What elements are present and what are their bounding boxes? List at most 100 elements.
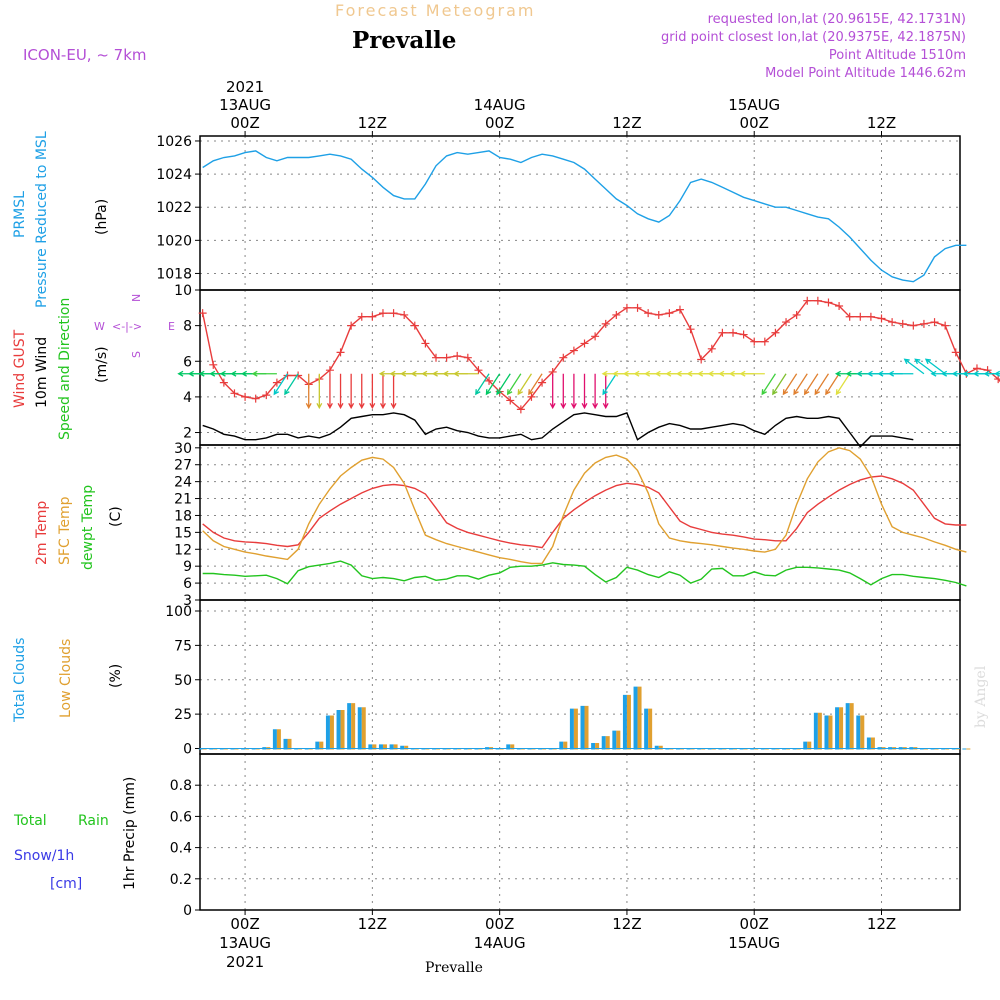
gust-marker bbox=[378, 309, 387, 318]
p2-label-a: Wind GUST bbox=[12, 329, 28, 408]
compass-e: E bbox=[168, 320, 175, 333]
bar-total-clouds bbox=[283, 738, 288, 750]
bar-low-clouds bbox=[616, 730, 621, 750]
wind-arrow bbox=[496, 373, 511, 396]
requested-coords: requested lon,lat (20.9615E, 42.1731N) bbox=[708, 12, 966, 27]
bar-total-clouds bbox=[591, 743, 596, 750]
gust-marker bbox=[675, 305, 684, 314]
gust-marker bbox=[697, 355, 706, 364]
wind-arrow bbox=[485, 373, 501, 396]
series-line-2m-temp bbox=[202, 475, 967, 549]
gust-marker bbox=[569, 346, 578, 355]
bar-total-clouds bbox=[612, 730, 617, 750]
bar-total-clouds bbox=[845, 703, 850, 750]
bar-total-clouds bbox=[389, 744, 394, 750]
bar-low-clouds bbox=[573, 708, 578, 750]
gust-marker bbox=[272, 378, 281, 387]
p1-label-b: Pressure Reduced to MSL bbox=[34, 131, 50, 308]
y-tick-label: 75 bbox=[174, 638, 192, 654]
y-tick-label: 25 bbox=[174, 707, 192, 723]
top-axis-hour: 00Z bbox=[740, 114, 769, 132]
gust-marker bbox=[474, 366, 483, 375]
bar-low-clouds bbox=[287, 738, 292, 750]
top-axis-hour: 12Z bbox=[358, 114, 387, 132]
bottom-axis-hour: 00Z bbox=[740, 915, 769, 933]
gust-marker bbox=[813, 296, 822, 305]
gust-marker bbox=[538, 378, 547, 387]
compass-s: S bbox=[130, 351, 143, 358]
gust-marker bbox=[463, 353, 472, 362]
gust-marker bbox=[527, 392, 536, 401]
bar-low-clouds bbox=[817, 712, 822, 750]
p2-label-b: 10m Wind bbox=[34, 337, 50, 408]
gust-marker bbox=[198, 309, 207, 318]
bar-low-clouds bbox=[870, 737, 875, 750]
gust-marker bbox=[972, 364, 981, 373]
top-axis-hour: 12Z bbox=[612, 114, 641, 132]
bar-total-clouds bbox=[378, 744, 383, 750]
point-altitude: Point Altitude 1510m bbox=[829, 48, 966, 63]
series-line-dewpt-temp bbox=[202, 560, 967, 587]
p5-label-rain: Rain bbox=[78, 813, 109, 829]
bar-total-clouds bbox=[368, 744, 373, 750]
panel4-labels: Total Clouds Low Clouds (%) bbox=[12, 638, 124, 723]
p3-label-c: dewpt Temp bbox=[80, 485, 96, 570]
bar-total-clouds bbox=[400, 745, 405, 750]
p5-label-snow: Snow/1h bbox=[14, 848, 74, 864]
wind-arrow bbox=[924, 358, 946, 375]
bar-low-clouds bbox=[340, 710, 345, 750]
wind-arrow bbox=[803, 373, 819, 396]
y-tick-label: 10 bbox=[174, 283, 192, 299]
bar-low-clouds bbox=[351, 703, 356, 750]
gust-marker bbox=[209, 360, 218, 369]
bar-total-clouds bbox=[336, 710, 341, 750]
compass-w: W bbox=[94, 320, 105, 333]
y-tick-label: 50 bbox=[174, 673, 192, 689]
gust-marker bbox=[410, 321, 419, 330]
gust-marker bbox=[994, 375, 1000, 384]
p3-label-a: 2m Temp bbox=[34, 501, 50, 565]
station-title: Prevalle bbox=[352, 27, 456, 54]
y-tick-label: 0.6 bbox=[170, 809, 192, 825]
p5-label-total: Total bbox=[13, 813, 47, 829]
top-axis-hour: 00Z bbox=[485, 114, 514, 132]
faint-title: Forecast Meteogram bbox=[335, 1, 535, 20]
gust-marker bbox=[951, 348, 960, 357]
gust-marker bbox=[845, 312, 854, 321]
wind-arrow bbox=[914, 358, 935, 375]
gust-marker bbox=[771, 328, 780, 337]
p3-label-b: SFC Temp bbox=[57, 496, 73, 565]
gust-marker bbox=[654, 310, 663, 319]
bar-low-clouds bbox=[807, 741, 812, 750]
wind-arrow bbox=[835, 373, 851, 396]
panel3-labels: 2m Temp SFC Temp dewpt Temp (C) bbox=[34, 485, 124, 570]
bar-total-clouds bbox=[559, 741, 564, 750]
gust-marker bbox=[601, 319, 610, 328]
bottom-axis-hour: 12Z bbox=[867, 915, 896, 933]
bar-low-clouds bbox=[860, 715, 865, 750]
gust-marker bbox=[866, 312, 875, 321]
wind-arrow bbox=[887, 370, 914, 377]
wind-arrow bbox=[326, 373, 333, 410]
bar-low-clouds bbox=[839, 707, 844, 750]
wind-arrow bbox=[528, 373, 543, 396]
wind-arrow bbox=[581, 373, 588, 410]
bar-total-clouds bbox=[803, 741, 808, 750]
wind-arrow bbox=[772, 373, 787, 396]
series-line-wind-gust bbox=[202, 300, 1000, 411]
compass-n: N bbox=[130, 294, 143, 302]
gust-marker bbox=[368, 312, 377, 321]
gust-marker bbox=[686, 325, 695, 334]
bar-total-clouds bbox=[622, 694, 627, 750]
gust-marker bbox=[803, 296, 812, 305]
bar-low-clouds bbox=[828, 715, 833, 750]
p3-unit: (C) bbox=[108, 506, 124, 527]
model-altitude: Model Point Altitude 1446.62m bbox=[765, 66, 966, 81]
credit: by Angel bbox=[973, 665, 989, 728]
y-tick-label: 6 bbox=[183, 354, 192, 370]
bar-total-clouds bbox=[866, 737, 871, 750]
y-tick-label: 24 bbox=[174, 475, 192, 491]
gust-marker bbox=[877, 314, 886, 323]
